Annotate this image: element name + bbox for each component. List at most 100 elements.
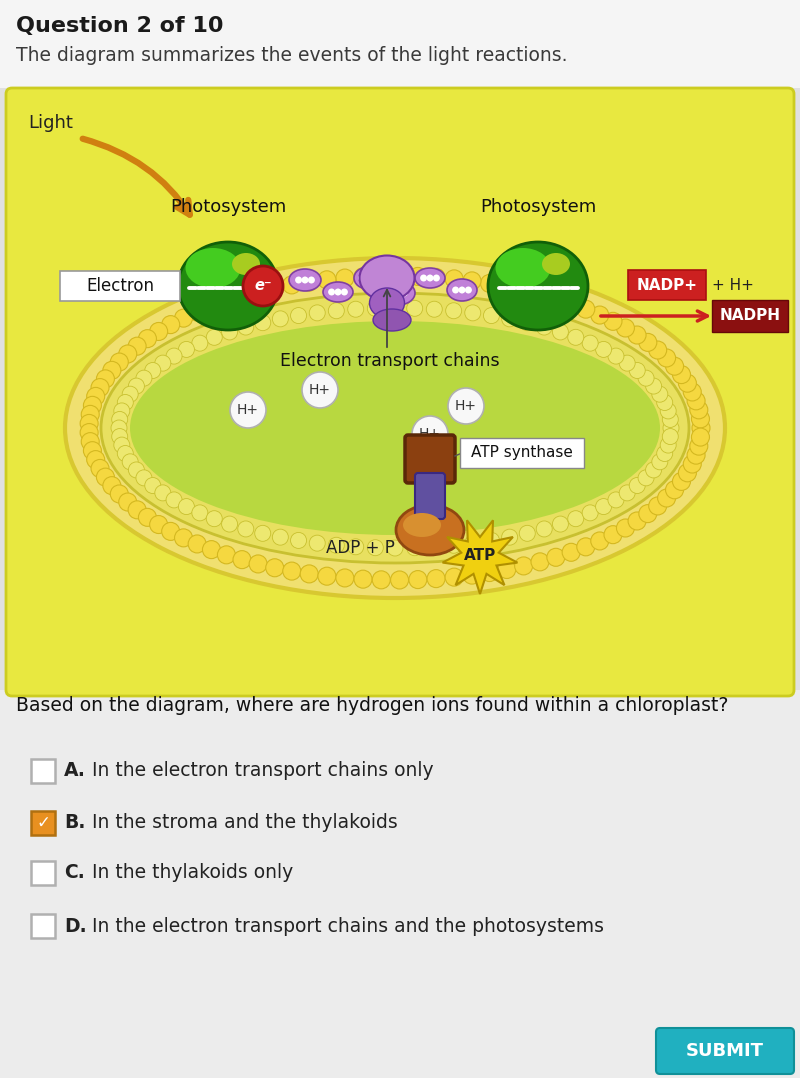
Circle shape — [354, 267, 372, 286]
Circle shape — [553, 323, 569, 340]
Circle shape — [192, 505, 208, 521]
Circle shape — [458, 287, 466, 293]
Circle shape — [590, 531, 609, 550]
Text: In the electron transport chains and the photosystems: In the electron transport chains and the… — [92, 916, 604, 936]
Circle shape — [412, 416, 448, 452]
Text: In the stroma and the thylakoids: In the stroma and the thylakoids — [92, 814, 398, 832]
Circle shape — [310, 535, 326, 551]
Circle shape — [318, 567, 336, 585]
Circle shape — [481, 275, 498, 292]
Circle shape — [341, 289, 348, 295]
Circle shape — [150, 515, 168, 534]
Ellipse shape — [415, 268, 445, 288]
Ellipse shape — [186, 248, 241, 288]
Circle shape — [639, 505, 657, 523]
Ellipse shape — [542, 253, 570, 275]
Text: ATP synthase: ATP synthase — [471, 445, 573, 460]
Circle shape — [238, 521, 254, 537]
FancyBboxPatch shape — [0, 0, 800, 88]
Circle shape — [114, 403, 130, 419]
Circle shape — [336, 270, 354, 287]
Text: Electron transport chains: Electron transport chains — [280, 353, 500, 370]
Circle shape — [663, 420, 679, 436]
Ellipse shape — [65, 258, 725, 598]
Circle shape — [690, 438, 708, 455]
Text: Question 2 of 10: Question 2 of 10 — [16, 16, 223, 36]
Text: The diagram summarizes the events of the light reactions.: The diagram summarizes the events of the… — [16, 46, 567, 65]
Circle shape — [519, 315, 535, 331]
Text: Light: Light — [28, 114, 73, 132]
Circle shape — [568, 511, 584, 527]
Circle shape — [394, 290, 402, 296]
Circle shape — [86, 387, 105, 405]
Circle shape — [238, 319, 254, 335]
Circle shape — [498, 561, 516, 579]
FancyBboxPatch shape — [0, 690, 800, 1078]
FancyBboxPatch shape — [712, 300, 788, 332]
Circle shape — [129, 462, 145, 478]
Circle shape — [678, 374, 697, 392]
Circle shape — [568, 329, 584, 345]
Circle shape — [463, 566, 481, 584]
Circle shape — [266, 279, 284, 298]
Circle shape — [409, 570, 427, 589]
Circle shape — [174, 529, 193, 547]
Circle shape — [577, 538, 594, 556]
Circle shape — [91, 378, 109, 397]
Circle shape — [222, 516, 238, 533]
Circle shape — [619, 355, 635, 371]
FancyBboxPatch shape — [31, 759, 55, 783]
Text: Photosystem: Photosystem — [480, 198, 596, 216]
Circle shape — [290, 533, 306, 549]
Circle shape — [118, 445, 134, 461]
Ellipse shape — [289, 270, 321, 291]
Circle shape — [577, 300, 594, 318]
Circle shape — [114, 437, 130, 453]
Circle shape — [112, 429, 128, 444]
Circle shape — [136, 370, 152, 386]
Circle shape — [111, 420, 127, 436]
Circle shape — [502, 529, 518, 545]
Circle shape — [445, 270, 463, 288]
Circle shape — [406, 301, 422, 316]
Circle shape — [427, 268, 445, 287]
Circle shape — [372, 571, 390, 589]
Circle shape — [590, 306, 609, 324]
Text: NADPH: NADPH — [719, 308, 781, 323]
Circle shape — [103, 476, 121, 495]
Circle shape — [536, 319, 552, 335]
Circle shape — [531, 553, 549, 571]
Text: In the electron transport chains only: In the electron transport chains only — [92, 761, 434, 780]
Circle shape — [162, 316, 180, 333]
Circle shape — [80, 424, 98, 442]
Circle shape — [272, 529, 288, 545]
Circle shape — [630, 478, 646, 494]
Circle shape — [519, 525, 535, 541]
Circle shape — [336, 569, 354, 586]
Circle shape — [138, 330, 157, 348]
Ellipse shape — [381, 281, 415, 305]
Circle shape — [328, 303, 344, 319]
Circle shape — [692, 419, 710, 437]
Circle shape — [409, 267, 427, 286]
Circle shape — [308, 276, 315, 284]
Circle shape — [666, 481, 683, 499]
Circle shape — [662, 429, 678, 444]
Circle shape — [683, 455, 702, 473]
Circle shape — [639, 333, 657, 351]
Circle shape — [122, 386, 138, 402]
Circle shape — [82, 405, 99, 424]
Circle shape — [608, 348, 624, 364]
Circle shape — [145, 362, 161, 378]
Circle shape — [628, 512, 646, 530]
Circle shape — [463, 272, 481, 290]
Circle shape — [348, 539, 364, 555]
Ellipse shape — [323, 282, 353, 302]
Circle shape — [80, 414, 98, 432]
Circle shape — [354, 570, 372, 589]
Circle shape — [222, 323, 238, 340]
Circle shape — [465, 535, 481, 551]
Circle shape — [619, 485, 635, 501]
FancyBboxPatch shape — [31, 914, 55, 938]
Circle shape — [300, 565, 318, 583]
